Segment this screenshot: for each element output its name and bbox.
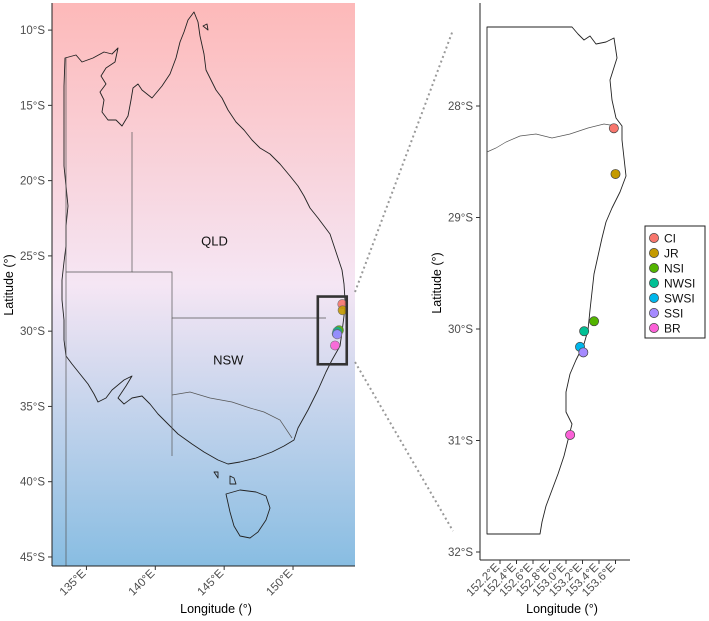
main-map-y-ticks: 10°S 15°S 20°S 25°S 30°S 35°S 40°S 45°S bbox=[20, 25, 52, 564]
main-y-tick-label: 15°S bbox=[20, 100, 45, 112]
inset-site-jr bbox=[610, 169, 621, 179]
inset-site-nsi bbox=[589, 316, 600, 327]
main-site-br bbox=[330, 340, 340, 351]
legend-swatch-nsi bbox=[649, 263, 659, 273]
region-label-nsw: NSW bbox=[213, 352, 244, 367]
legend-label-nwsi: NWSI bbox=[664, 277, 695, 291]
main-map-panel: 10°S 15°S 20°S 25°S 30°S 35°S 40°S 45°S 135°E 14… bbox=[2, 3, 355, 616]
inset-y-tick-label: 32°S bbox=[448, 547, 473, 559]
legend-swatch-nwsi bbox=[649, 278, 659, 288]
main-map-x-ticks: 135°E 140°E 145°E 150°E bbox=[58, 566, 295, 598]
legend-label-swsi: SWSI bbox=[664, 292, 695, 306]
main-site-ssi bbox=[332, 329, 343, 340]
legend-label-br: BR bbox=[664, 322, 681, 336]
main-x-tick-label: 140°E bbox=[127, 567, 158, 598]
main-map-sites bbox=[330, 299, 348, 351]
main-map-y-label: Latitude (°) bbox=[2, 254, 16, 315]
islands-outline bbox=[202, 23, 237, 485]
main-x-tick-label: 145°E bbox=[196, 567, 227, 598]
main-y-tick-label: 45°S bbox=[20, 552, 45, 564]
main-x-tick-label: 135°E bbox=[58, 567, 89, 598]
inset-site-ci bbox=[608, 123, 619, 134]
legend-swatch-ci bbox=[649, 233, 659, 243]
inset-x-ticks: 152.2°E152.4°E152.6°E152.8°E153.0°E153.2… bbox=[465, 560, 618, 599]
legend-label-nsi: NSI bbox=[664, 262, 684, 276]
inset-site-br bbox=[565, 429, 576, 440]
legend-swatch-br bbox=[649, 323, 659, 333]
region-label-qld: QLD bbox=[201, 233, 228, 248]
main-y-tick-label: 30°S bbox=[20, 326, 45, 338]
main-y-tick-label: 40°S bbox=[20, 477, 45, 489]
inset-y-ticks: 28°S 29°S 30°S 31°S 32°S bbox=[448, 101, 480, 559]
main-map-background bbox=[52, 3, 355, 566]
state-borders bbox=[65, 58, 326, 566]
inset-y-tick-label: 28°S bbox=[448, 101, 473, 113]
inset-y-tick-label: 30°S bbox=[448, 324, 473, 336]
main-x-tick-label: 150°E bbox=[264, 567, 295, 598]
legend-label-ci: CI bbox=[664, 232, 676, 246]
inset-coastline bbox=[486, 26, 627, 535]
legend-label-jr: JR bbox=[664, 247, 679, 261]
inset-y-tick-label: 29°S bbox=[448, 213, 473, 225]
legend-label-ssi: SSI bbox=[664, 307, 683, 321]
inset-y-label: Latitude (°) bbox=[430, 252, 444, 313]
inset-x-label: Longitude (°) bbox=[526, 602, 598, 616]
region-labels: QLD NSW bbox=[201, 233, 244, 367]
main-map-coastline bbox=[61, 11, 346, 465]
main-map-x-label: Longitude (°) bbox=[180, 602, 252, 616]
inset-y-tick-label: 31°S bbox=[448, 436, 473, 448]
inset-site-ssi bbox=[578, 347, 589, 358]
connector-line-bottom bbox=[354, 361, 454, 532]
inset-site-nwsi bbox=[579, 326, 590, 337]
inset-extent-box bbox=[316, 295, 349, 366]
legend-swatch-swsi bbox=[649, 293, 659, 303]
main-y-tick-label: 25°S bbox=[20, 251, 45, 263]
main-y-tick-label: 10°S bbox=[20, 25, 45, 37]
legend-swatch-ssi bbox=[649, 308, 659, 318]
inset-sites bbox=[565, 123, 621, 440]
connector-line-top bbox=[354, 29, 454, 293]
inset-state-border bbox=[486, 123, 617, 153]
legend-swatch-jr bbox=[649, 248, 659, 258]
main-y-tick-label: 20°S bbox=[20, 176, 45, 188]
tasmania-outline bbox=[225, 489, 271, 539]
main-y-tick-label: 35°S bbox=[20, 401, 45, 413]
inset-map-panel: 28°S 29°S 30°S 31°S 32°S 152.2°E152.4°E152.6… bbox=[430, 3, 630, 616]
